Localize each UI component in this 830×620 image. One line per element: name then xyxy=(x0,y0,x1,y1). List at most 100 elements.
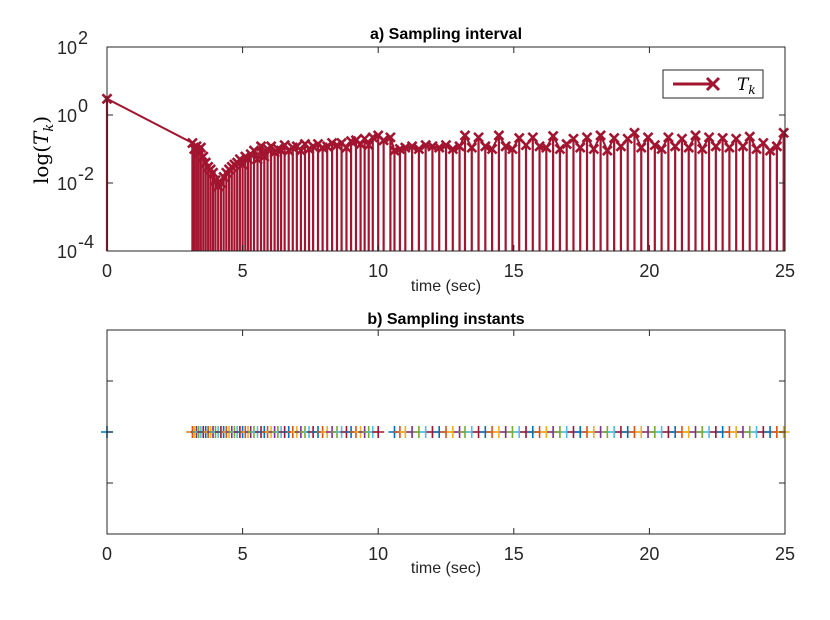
interval-point-13 xyxy=(215,177,227,189)
interval-point-57 xyxy=(384,131,396,143)
interval-point-111 xyxy=(744,131,756,143)
interval-point-85 xyxy=(568,133,579,145)
interval-point-79 xyxy=(527,131,539,143)
interval-point-97 xyxy=(649,139,661,151)
interval-point-25 xyxy=(248,145,260,156)
a-xtick-label-3: 15 xyxy=(504,261,524,281)
interval-point-53 xyxy=(363,139,375,151)
interval-point-69 xyxy=(459,130,471,141)
panel-a-xlabel: time (sec) xyxy=(411,278,481,295)
b-xtick-label-2: 10 xyxy=(368,544,388,564)
panel-b-marks xyxy=(101,426,790,438)
interval-point-101 xyxy=(676,133,688,145)
a-xtick-label-1: 5 xyxy=(238,261,248,281)
interval-point-74 xyxy=(493,130,505,141)
a-xtick-label-2: 10 xyxy=(368,261,388,281)
interval-point-116 xyxy=(778,127,790,139)
interval-point-103 xyxy=(690,130,701,141)
a-ytick-exp-2: 0 xyxy=(78,96,88,116)
legend-symbol: T xyxy=(737,75,750,95)
legend-label: Tk xyxy=(737,75,756,97)
interval-point-95 xyxy=(635,142,647,154)
interval-point-75 xyxy=(500,140,512,152)
legend-subscript: k xyxy=(748,83,755,97)
interval-point-62 xyxy=(413,143,425,155)
interval-point-27 xyxy=(255,140,267,152)
interval-point-67 xyxy=(447,143,459,155)
instant-point-55 xyxy=(372,426,385,438)
interval-point-38 xyxy=(295,145,307,156)
interval-point-107 xyxy=(717,132,729,144)
interval-point-114 xyxy=(764,145,776,156)
interval-point-115 xyxy=(771,140,783,152)
interval-point-61 xyxy=(406,140,418,152)
interval-point-73 xyxy=(486,143,498,155)
a-xtick-label-4: 20 xyxy=(639,261,659,281)
panel-b-title: b) Sampling instants xyxy=(367,311,524,328)
interval-point-28 xyxy=(258,151,270,162)
b-xtick-label-1: 5 xyxy=(238,544,248,564)
interval-point-5 xyxy=(195,142,207,154)
b-xtick-label-5: 25 xyxy=(775,544,795,564)
interval-point-52 xyxy=(359,133,371,145)
interval-point-91 xyxy=(608,132,620,144)
interval-point-88 xyxy=(588,143,600,155)
interval-point-72 xyxy=(479,140,491,152)
a-xtick-label-0: 0 xyxy=(102,261,112,281)
interval-point-87 xyxy=(581,131,593,143)
interval-point-66 xyxy=(440,139,452,151)
interval-point-56 xyxy=(378,134,390,146)
a-xtick-label-5: 25 xyxy=(775,261,795,281)
panel-b-sampling-instants: b) Sampling instants 0 5 10 15 20 25 time (se… xyxy=(101,311,795,577)
interval-point-71 xyxy=(473,131,484,143)
panel-a-marks xyxy=(101,93,790,251)
interval-point-10 xyxy=(207,167,219,179)
legend-marker xyxy=(705,76,721,92)
panel-a-legend: Tk xyxy=(662,69,764,99)
interval-point-86 xyxy=(574,142,586,154)
a-ytick-exp-3: 2 xyxy=(78,28,88,48)
panel-b-ticks: 0 5 10 15 20 25 xyxy=(102,330,795,564)
interval-point-6 xyxy=(197,151,209,162)
interval-point-68 xyxy=(454,140,465,152)
interval-point-20 xyxy=(234,153,246,165)
a-ytick-label-0: 10 xyxy=(57,242,77,262)
a-ytick-exp-1: -2 xyxy=(78,164,94,184)
ylabel-subscript: k xyxy=(42,124,57,132)
a-ytick-label-2: 10 xyxy=(57,106,77,126)
interval-point-90 xyxy=(601,145,613,156)
interval-point-98 xyxy=(656,143,668,155)
interval-point-26 xyxy=(252,153,263,165)
interval-point-89 xyxy=(595,130,607,141)
panel-a-axes-frame xyxy=(106,46,786,252)
a-ytick-label-3: 10 xyxy=(57,38,77,58)
interval-point-70 xyxy=(466,142,478,154)
ylabel-symbol: T xyxy=(29,130,53,145)
interval-point-99 xyxy=(662,131,674,143)
interval-point-76 xyxy=(507,143,518,155)
interval-point-65 xyxy=(433,142,445,154)
a-ytick-label-1: 10 xyxy=(57,174,77,194)
interval-point-104 xyxy=(696,143,708,155)
a-ytick-exp-0: -4 xyxy=(78,232,94,252)
panel-b-xlabel: time (sec) xyxy=(411,560,481,577)
b-xtick-label-0: 0 xyxy=(102,544,112,564)
interval-point-81 xyxy=(540,142,552,154)
b-xtick-label-4: 20 xyxy=(639,544,659,564)
ylabel-suffix: ) xyxy=(29,116,53,124)
interval-point-102 xyxy=(683,142,695,154)
interval-point-105 xyxy=(703,131,715,143)
interval-point-11 xyxy=(210,174,221,186)
interval-point-110 xyxy=(737,140,749,152)
panel-a-ylabel: log(Tk) xyxy=(29,116,57,184)
panel-a-title: a) Sampling interval xyxy=(370,26,522,43)
interval-point-106 xyxy=(710,140,722,152)
b-xtick-label-3: 15 xyxy=(504,544,524,564)
interval-point-108 xyxy=(723,142,735,154)
interval-point-30 xyxy=(265,140,277,152)
interval-point-82 xyxy=(547,130,559,142)
interval-point-94 xyxy=(629,127,640,139)
